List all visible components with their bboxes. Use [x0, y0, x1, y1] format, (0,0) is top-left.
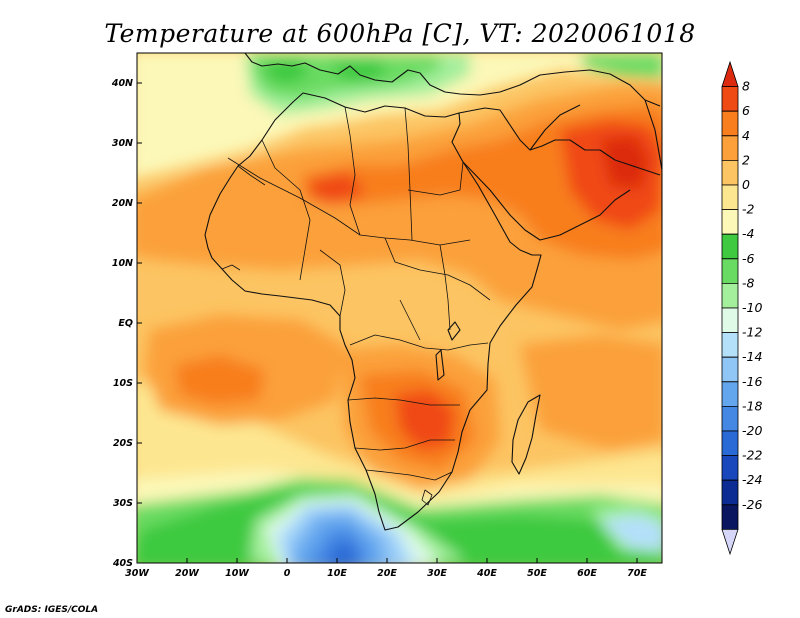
colorbar-label: -18 — [742, 398, 762, 413]
colorbar-swatch — [721, 479, 739, 506]
colorbar-swatch — [721, 110, 739, 137]
colorbar-label: -12 — [742, 325, 762, 340]
colorbar-label: -20 — [742, 423, 762, 438]
colorbar-label: -6 — [742, 251, 755, 266]
lon-tick-label: 30W — [125, 568, 149, 579]
lat-tick-label: 30S — [113, 498, 133, 509]
colorbar-swatch — [721, 529, 739, 556]
colorbar-label: -2 — [742, 202, 755, 217]
lon-tick-label: 10W — [225, 568, 249, 579]
lat-tick-label: 20S — [113, 438, 133, 449]
lon-tick-label: 60E — [577, 568, 597, 579]
lon-tick-label: 20W — [175, 568, 199, 579]
map-title: Temperature at 600hPa [C], VT: 202006101… — [104, 19, 695, 48]
lat-tick-label: 10S — [113, 378, 133, 389]
colorbar-swatch — [721, 184, 739, 210]
colorbar-swatch — [721, 60, 739, 87]
colorbar-swatch — [721, 332, 739, 358]
lat-tick-label: EQ — [118, 318, 133, 329]
lon-tick-label: 40E — [476, 568, 497, 579]
colorbar-label: -24 — [742, 472, 762, 487]
lat-tick-label: 20N — [112, 198, 133, 209]
colorbar: 8 6 4 2 0 -2 -4 -6 -8 -10 -12 -14 -16 -18 -20 -22 -24 -26 — [721, 60, 762, 556]
colorbar-swatch — [721, 233, 739, 260]
colorbar-swatch — [721, 430, 739, 456]
colorbar-swatch — [721, 455, 739, 481]
colorbar-swatch — [721, 209, 739, 235]
colorbar-swatch — [721, 86, 739, 112]
lon-tick-label: 30E — [427, 568, 447, 579]
lat-tick-label: 10N — [112, 258, 133, 269]
colorbar-label: -16 — [742, 374, 762, 389]
colorbar-label: -4 — [742, 226, 755, 241]
lon-tick-label: 50E — [527, 568, 547, 579]
lat-tick-label: 30N — [112, 138, 133, 149]
colorbar-label: 0 — [742, 177, 750, 192]
colorbar-swatch — [721, 381, 739, 407]
colorbar-swatch — [721, 406, 739, 432]
lon-tick-label: 70E — [627, 568, 647, 579]
lon-tick-label: 0 — [284, 568, 291, 579]
colorbar-swatch — [721, 160, 739, 186]
colorbar-label: -10 — [742, 300, 762, 315]
temperature-field — [137, 53, 662, 563]
coastlines — [204, 53, 662, 531]
colorbar-label: -26 — [742, 497, 762, 512]
colorbar-swatch — [721, 504, 739, 530]
colorbar-label: 4 — [742, 128, 750, 143]
lon-tick-label: 20E — [377, 568, 397, 579]
lon-tick-label: 10E — [327, 568, 347, 579]
map-frame — [136, 52, 663, 564]
colorbar-label: 8 — [742, 79, 750, 94]
colorbar-label: -22 — [742, 448, 762, 463]
longitude-ticks: 30W 20W 10W 0 10E 20E 30E 40E 50E 60E 70E — [125, 558, 647, 579]
colorbar-label: -8 — [742, 275, 755, 290]
lat-tick-label: 40S — [112, 558, 133, 569]
grads-credit: GrADS: IGES/COLA — [5, 605, 98, 615]
country-borders — [221, 106, 491, 506]
colorbar-swatch — [721, 307, 739, 333]
colorbar-label: 6 — [742, 103, 750, 118]
colorbar-swatch — [721, 283, 739, 309]
colorbar-swatch — [721, 135, 739, 161]
colorbar-swatch — [721, 258, 739, 284]
colorbar-swatch — [721, 356, 739, 383]
lat-tick-label: 40N — [111, 78, 133, 89]
colorbar-label: -14 — [742, 349, 762, 364]
latitude-ticks: 40N 30N 20N 10N EQ 10S 20S 30S 40S — [111, 78, 142, 569]
colorbar-label: 2 — [742, 152, 750, 167]
